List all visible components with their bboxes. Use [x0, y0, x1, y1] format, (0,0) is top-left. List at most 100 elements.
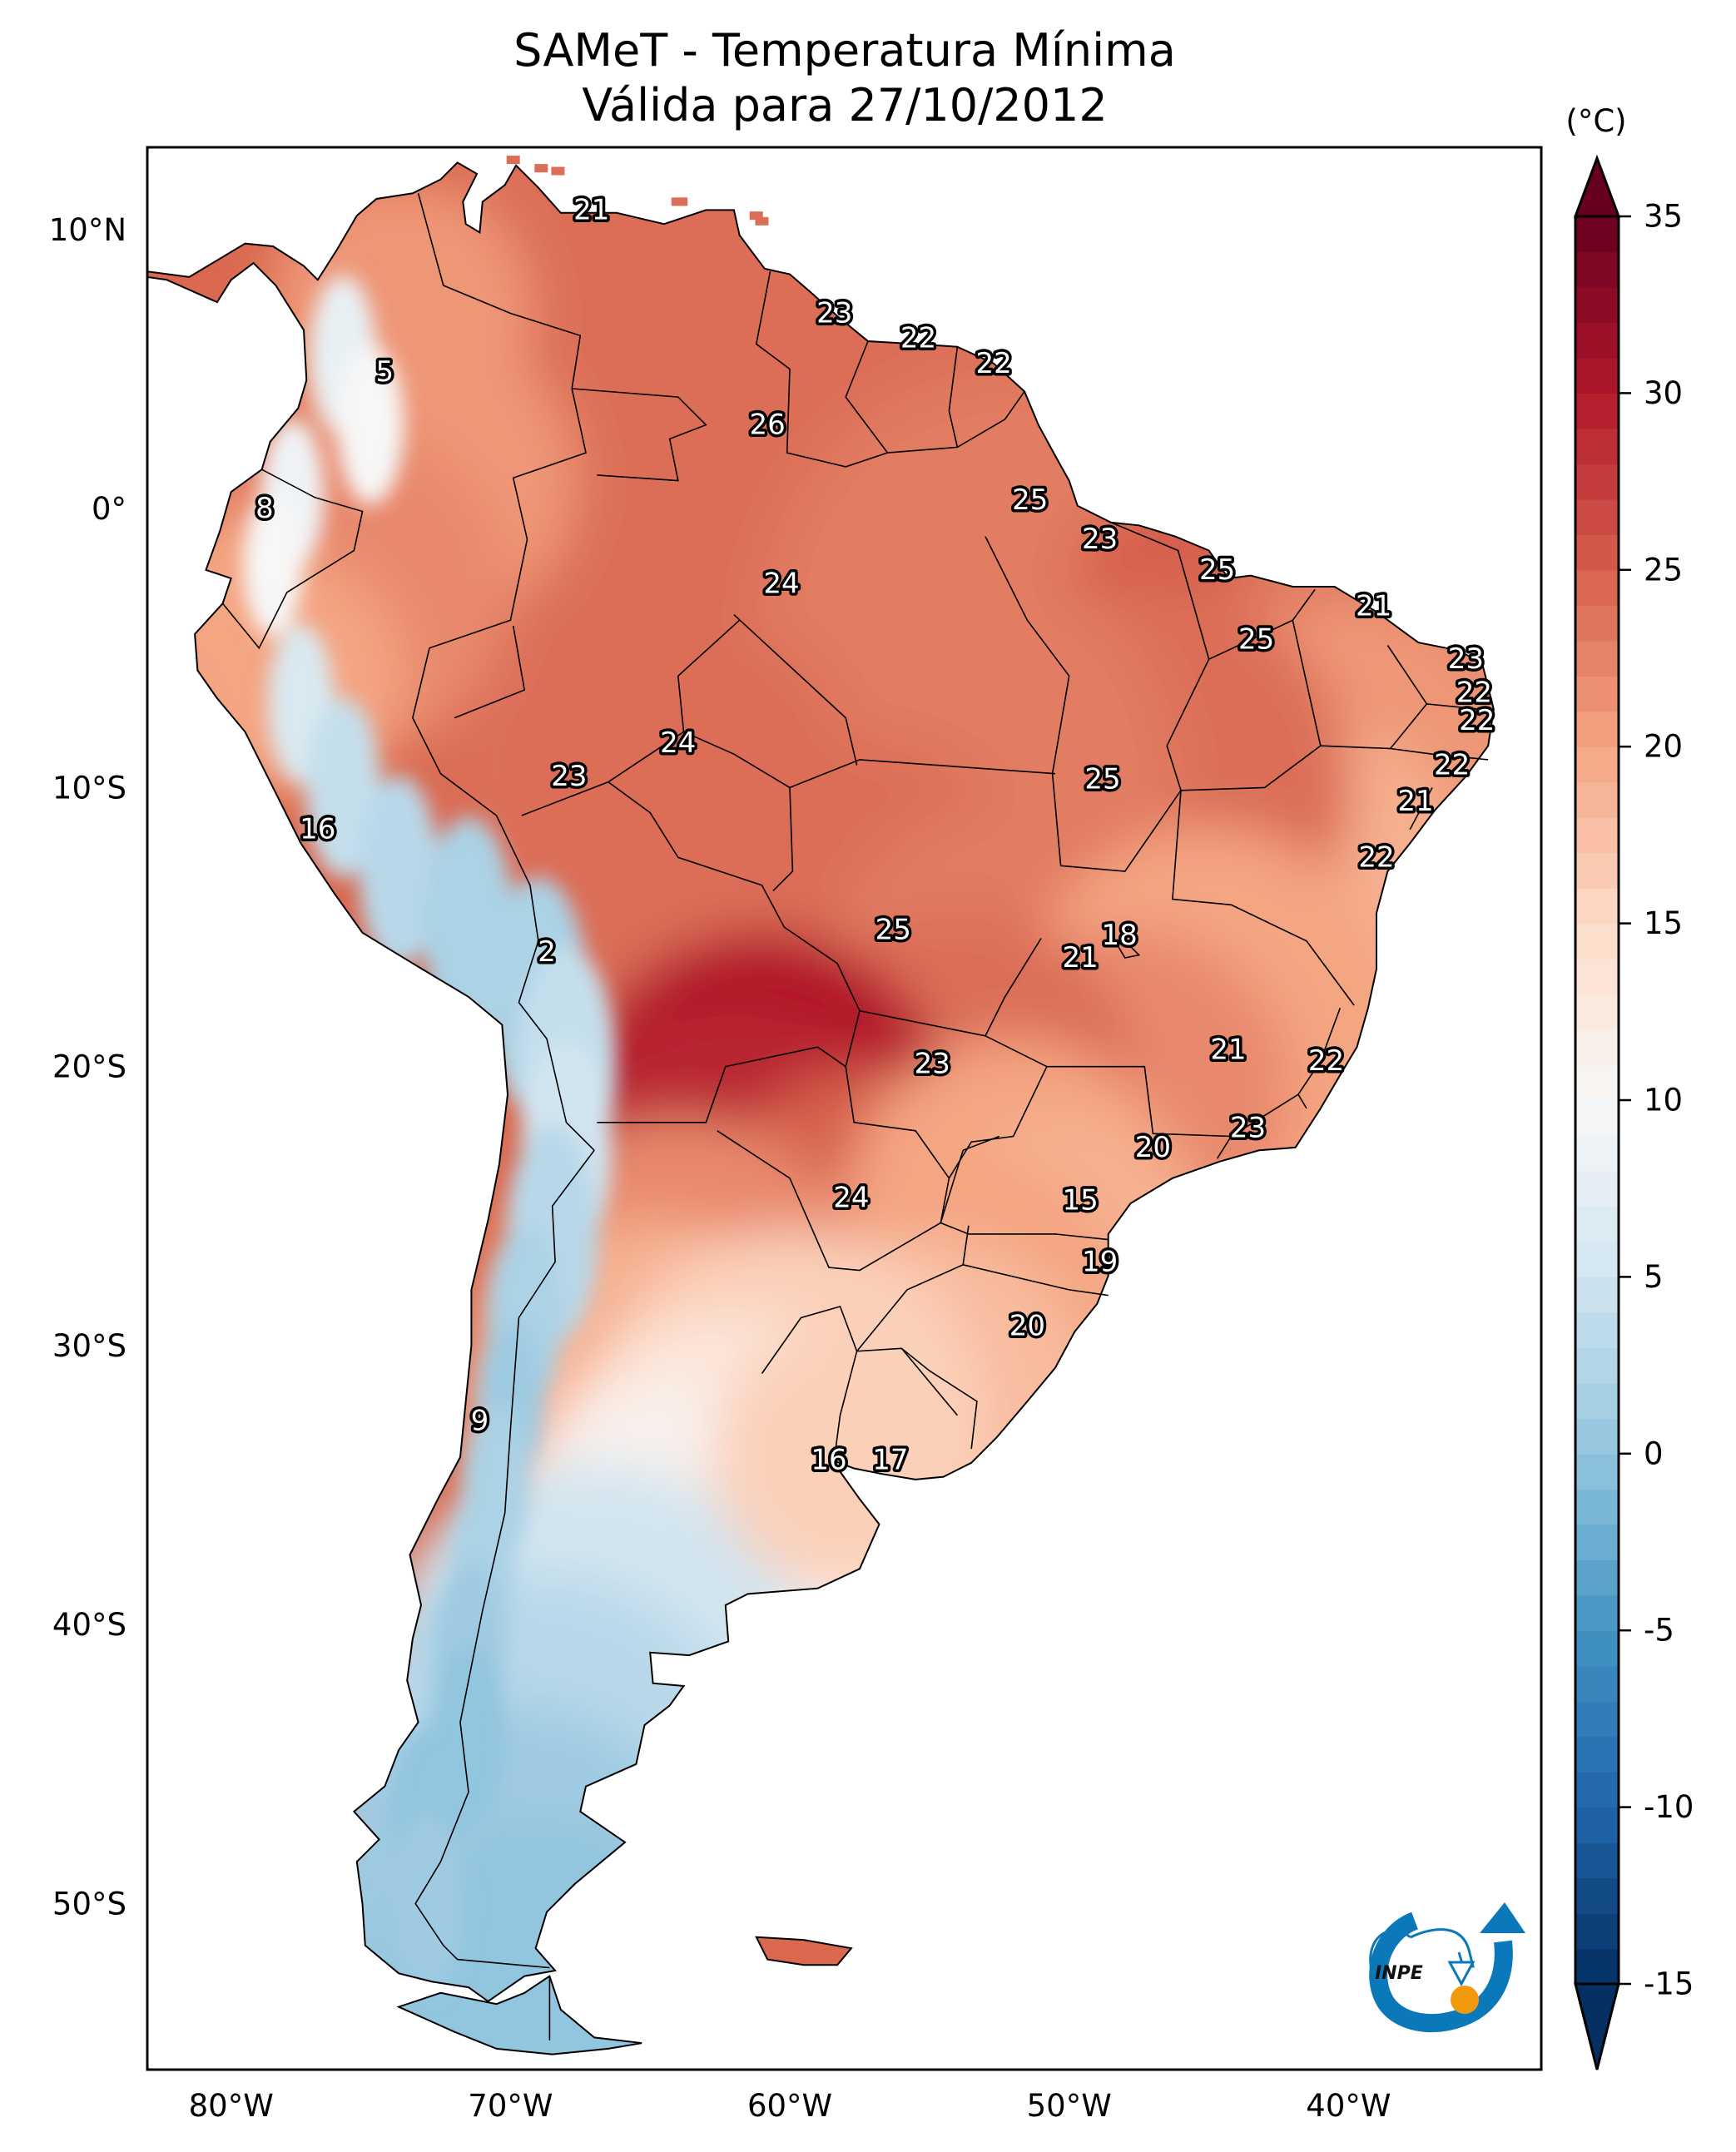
- colorbar-segment: [1575, 428, 1619, 464]
- colorbar-segment: [1575, 1347, 1619, 1384]
- colorbar-segment: [1575, 711, 1619, 747]
- logo-text: INPE: [1375, 1963, 1423, 1984]
- logo-swoosh: [1369, 1912, 1513, 2033]
- border-line: [572, 388, 707, 482]
- y-tick-label: 10°S: [52, 770, 126, 806]
- colorbar-tick-label: 20: [1644, 729, 1683, 765]
- value-label: 25: [1012, 483, 1048, 517]
- inpe-logo: INPE: [1369, 1902, 1525, 2033]
- colorbar-segment: [1575, 605, 1619, 642]
- x-tick-label: 60°W: [747, 2088, 832, 2124]
- colorbar-segment: [1575, 852, 1619, 889]
- colorbar-segment: [1575, 1418, 1619, 1455]
- island: [755, 216, 769, 226]
- colorbar-segment: [1575, 251, 1619, 288]
- value-label: 18: [1102, 919, 1138, 952]
- value-label: 19: [1082, 1245, 1118, 1278]
- colorbar-segment: [1575, 1948, 1619, 1985]
- colorbar-segment: [1575, 1630, 1619, 1667]
- colorbar-segment: [1575, 781, 1619, 818]
- value-label: 16: [811, 1443, 846, 1476]
- colorbar-segment: [1575, 1807, 1619, 1843]
- colorbar-segment: [1575, 1277, 1619, 1313]
- value-label: 2: [538, 935, 556, 969]
- colorbar-segment: [1575, 640, 1619, 677]
- colorbar-segment: [1575, 1665, 1619, 1702]
- value-label: 22: [1459, 704, 1495, 737]
- coastline: [147, 161, 1495, 2055]
- value-label: 22: [1434, 749, 1470, 782]
- value-label: 22: [975, 347, 1011, 380]
- colorbar-tick-label: 5: [1644, 1259, 1664, 1295]
- x-tick-label: 50°W: [1027, 2088, 1112, 2124]
- colorbar-tick-label: 35: [1644, 199, 1683, 235]
- map-frame: [146, 146, 1543, 2071]
- colorbar-extend-min: [1574, 1982, 1620, 2070]
- border-line: [414, 1149, 595, 1969]
- country-state-borders: [221, 193, 1489, 2040]
- colorbar-segment: [1575, 994, 1619, 1030]
- value-label: 23: [1230, 1111, 1266, 1144]
- colorbar-segment: [1575, 322, 1619, 359]
- colorbar-segment: [1575, 1559, 1619, 1596]
- colorbar-segment: [1575, 1241, 1619, 1277]
- colorbar-segment: [1575, 393, 1619, 429]
- andes-cold-band: [243, 275, 617, 1994]
- colorbar-segment: [1575, 1594, 1619, 1631]
- value-label: 15: [1063, 1184, 1099, 1217]
- value-label: 17: [872, 1443, 908, 1476]
- border-line: [608, 731, 791, 789]
- andes-cold-blob: [305, 697, 380, 878]
- colorbar-segment: [1575, 286, 1619, 324]
- colorbar-segment: [1575, 1170, 1619, 1207]
- andes-cold-blob: [337, 345, 404, 505]
- value-label: 5: [376, 355, 394, 389]
- colorbar-segment: [1575, 357, 1619, 394]
- value-label: 24: [763, 568, 799, 601]
- border-line: [1389, 703, 1489, 761]
- border-line: [984, 938, 1048, 1068]
- colorbar-tick-label: 25: [1644, 552, 1683, 588]
- chart-title: SAMeT - Temperatura Mínima Válida para 2…: [0, 23, 1689, 133]
- value-label: 22: [1358, 840, 1394, 874]
- colorbar-segment: [1575, 1029, 1619, 1066]
- title-line-2: Válida para 27/10/2012: [582, 79, 1108, 131]
- value-label: 20: [1135, 1131, 1171, 1164]
- colorbar-extend-max: [1573, 154, 1621, 218]
- value-label: 9: [471, 1405, 489, 1438]
- colorbar-segment: [1575, 1842, 1619, 1879]
- island: [506, 156, 520, 165]
- value-label: 23: [915, 1047, 950, 1080]
- x-axis-ticks: 80°W 70°W 60°W 50°W 40°W: [189, 2088, 1391, 2124]
- value-label: 24: [660, 726, 696, 760]
- border-line: [963, 1264, 1109, 1297]
- colorbar-segment: [1575, 1489, 1619, 1525]
- colorbar-segment: [1575, 888, 1619, 925]
- colorbar-segment: [1575, 676, 1619, 712]
- value-label: 23: [816, 296, 852, 330]
- y-tick-label: 40°S: [52, 1607, 126, 1643]
- border-line: [521, 781, 861, 1067]
- border-line: [597, 1046, 950, 1272]
- island: [534, 164, 548, 173]
- colorbar-unit-label: (°C): [1565, 103, 1626, 139]
- border-line: [940, 1135, 1109, 1241]
- colorbar-segment: [1575, 216, 1619, 253]
- island: [749, 211, 763, 221]
- border-line: [985, 536, 1070, 866]
- colorbar-segment: [1575, 464, 1619, 500]
- border-line: [677, 619, 741, 732]
- border-line: [412, 193, 595, 1151]
- value-label: 21: [1356, 590, 1391, 623]
- colorbar-tick-label: 30: [1644, 375, 1683, 411]
- border-line: [1172, 790, 1355, 1006]
- colorbar-tick-label: -5: [1644, 1613, 1674, 1649]
- andes-cold-blob: [389, 1813, 464, 1994]
- value-label: 21: [1397, 785, 1433, 818]
- value-label: 22: [1456, 676, 1492, 709]
- colorbar-segment: [1575, 923, 1619, 959]
- colorbar-tick-label: -15: [1644, 1966, 1694, 2002]
- colorbar-segment: [1575, 817, 1619, 854]
- border-line: [948, 346, 959, 448]
- colorbar-segment: [1575, 498, 1619, 535]
